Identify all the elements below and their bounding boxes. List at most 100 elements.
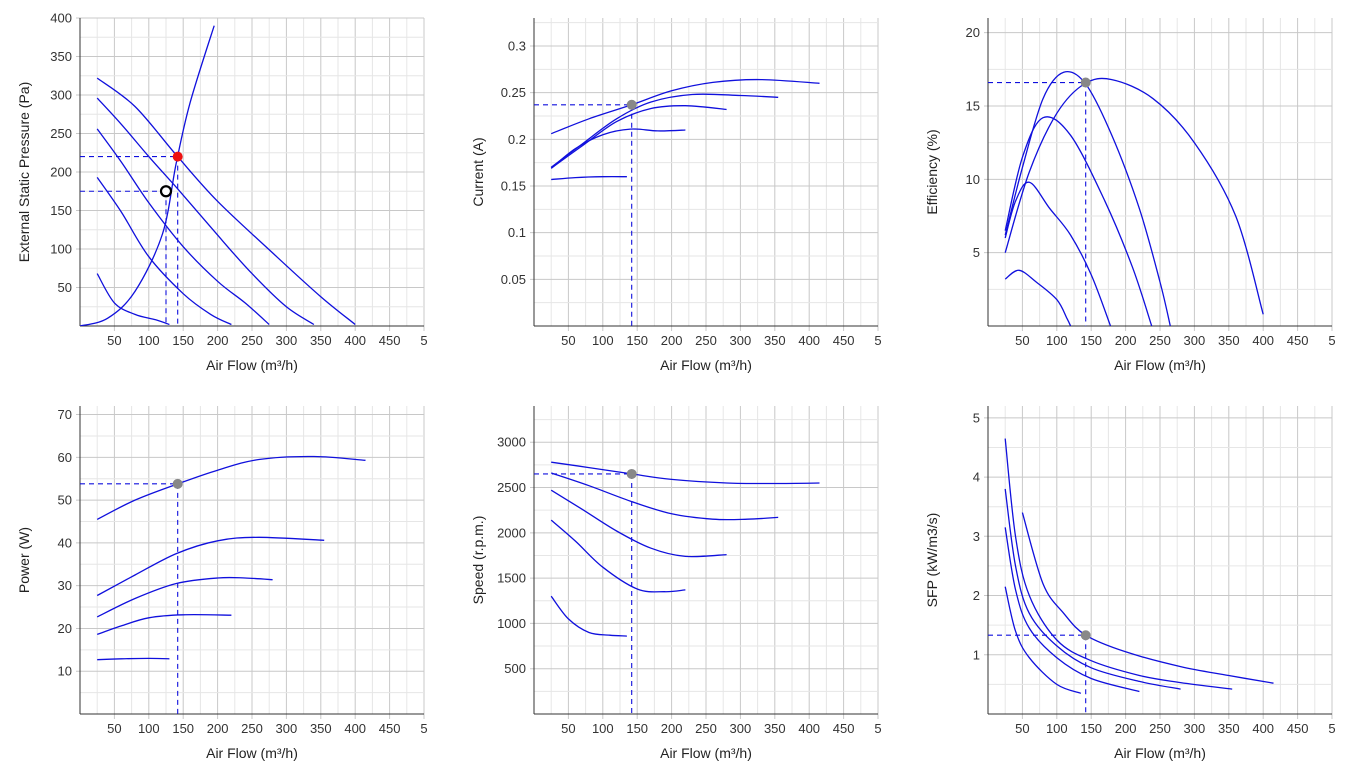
series-2-curve (96, 536, 325, 597)
operating-point-1[interactable] (172, 151, 183, 162)
chart-svg: 50 100 150 200 250 300 350 400 450 5 5 10 15 20 Air Fl… (924, 18, 1336, 373)
x-tick-label: 450 (379, 333, 401, 348)
x-tick-label: 200 (207, 333, 229, 348)
operating-point-2[interactable] (159, 185, 173, 198)
x-tick-label: 100 (138, 333, 160, 348)
y-axis-label: Efficiency (%) (924, 129, 940, 214)
series-3-curve (550, 489, 727, 558)
operating-point-1[interactable] (1080, 77, 1091, 88)
series-1-curve (96, 455, 366, 520)
series-2-curve (550, 472, 779, 521)
series-3-curve (96, 128, 270, 325)
x-tick-label: 50 (561, 333, 575, 348)
x-tick-label: 250 (695, 721, 717, 736)
x-tick-label: 150 (1080, 333, 1102, 348)
y-tick-label: 5 (973, 245, 980, 260)
grid (76, 406, 425, 719)
current-chart: 50 100 150 200 250 300 350 400 450 5 0.05 0.1 0.15 0.… (470, 8, 884, 373)
series-1-curve (551, 461, 820, 485)
y-tick-label: 2500 (497, 480, 526, 495)
operating-point-1[interactable] (172, 478, 183, 489)
series-1-curve (96, 77, 356, 326)
series-6-curve (80, 25, 215, 326)
x-tick-label: 300 (1184, 721, 1206, 736)
y-axis-label: External Static Pressure (Pa) (16, 82, 32, 263)
x-tick-label: 250 (695, 333, 717, 348)
plot-area (534, 78, 820, 326)
series-4-curve (550, 519, 686, 593)
x-tick-label: 200 (207, 721, 229, 736)
speed-chart: 50 100 150 200 250 300 350 400 450 5 500 1000 1500 20… (470, 396, 884, 761)
series-4-curve (1004, 527, 1140, 693)
x-tick-label: 450 (1287, 721, 1309, 736)
y-tick-label: 1000 (497, 616, 526, 631)
y-tick-label: 20 (966, 25, 980, 40)
static-pressure-chart: 50 100 150 200 250 300 350 400 450 5 50 100 150 200 25… (16, 8, 430, 374)
y-axis-label: Power (W) (16, 527, 32, 593)
series-4-curve (96, 613, 232, 636)
y-tick-label: 150 (50, 203, 72, 218)
x-tick-label: 250 (1149, 333, 1171, 348)
x-tick-label: 400 (1252, 721, 1274, 736)
y-tick-label: 0.05 (501, 272, 526, 287)
x-tick-label: 450 (379, 721, 401, 736)
y-tick-label: 30 (58, 578, 72, 593)
x-tick-label: 200 (661, 333, 683, 348)
x-tick-label: 50 (1015, 721, 1029, 736)
x-axis-label: Air Flow (m³/h) (1114, 745, 1206, 761)
x-tick-label: 450 (833, 333, 855, 348)
y-tick-label: 200 (50, 165, 72, 180)
series-4-curve (550, 128, 686, 169)
x-tick-label: 450 (1287, 333, 1309, 348)
operating-point-1[interactable] (1080, 630, 1091, 641)
y-tick-label: 40 (58, 535, 72, 550)
x-tick-label: 100 (592, 721, 614, 736)
y-tick-label: 0.3 (508, 39, 526, 54)
y-tick-label: 100 (50, 242, 72, 257)
series-4-curve (96, 177, 232, 326)
series-5-curve (1004, 269, 1072, 326)
series-5-curve (1004, 586, 1082, 694)
x-tick-label: 150 (172, 333, 194, 348)
y-tick-label: 300 (50, 88, 72, 103)
x-tick-label: 100 (1046, 721, 1068, 736)
sfp-chart: 50 100 150 200 250 300 350 400 450 5 1 2 3 4 5 Air Flow… (924, 396, 1338, 761)
x-axis-label: Air Flow (m³/h) (660, 745, 752, 761)
y-tick-label: 350 (50, 49, 72, 64)
y-tick-label: 20 (58, 621, 72, 636)
operating-point-1[interactable] (626, 99, 637, 110)
operating-point-1[interactable] (626, 468, 637, 479)
grid (76, 17, 425, 331)
series-3-curve (1004, 116, 1153, 326)
x-tick-label: 400 (798, 721, 820, 736)
x-tick-label: 5 (874, 721, 881, 736)
series-2-curve (1004, 438, 1233, 690)
y-tick-label: 50 (58, 280, 72, 295)
grid (530, 18, 879, 331)
y-tick-label: 70 (58, 407, 72, 422)
x-tick-label: 200 (1115, 333, 1137, 348)
y-tick-label: 15 (966, 99, 980, 114)
plot-area (988, 438, 1274, 714)
x-tick-label: 5 (1328, 721, 1335, 736)
power-chart: 50 100 150 200 250 300 350 400 450 5 10 20 30 40 50 60 7… (16, 396, 430, 761)
plot-area (534, 461, 820, 714)
x-tick-label: 5 (874, 333, 881, 348)
y-tick-label: 0.2 (508, 132, 526, 147)
x-tick-label: 150 (172, 721, 194, 736)
x-tick-label: 300 (730, 721, 752, 736)
y-tick-label: 0.15 (501, 179, 526, 194)
x-axis-label: Air Flow (m³/h) (206, 357, 298, 373)
efficiency-chart: 50 100 150 200 250 300 350 400 450 5 5 10 15 20 Air Fl… (924, 8, 1338, 373)
series-3-curve (96, 576, 273, 618)
x-tick-label: 150 (1080, 721, 1102, 736)
x-tick-label: 300 (1184, 333, 1206, 348)
y-tick-label: 5 (973, 410, 980, 425)
x-tick-label: 350 (1218, 333, 1240, 348)
y-tick-label: 2 (973, 588, 980, 603)
x-tick-label: 100 (1046, 333, 1068, 348)
grid (984, 18, 1333, 331)
x-tick-label: 5 (420, 721, 427, 736)
series-3-curve (1004, 488, 1181, 690)
series-5-curve (97, 657, 170, 661)
